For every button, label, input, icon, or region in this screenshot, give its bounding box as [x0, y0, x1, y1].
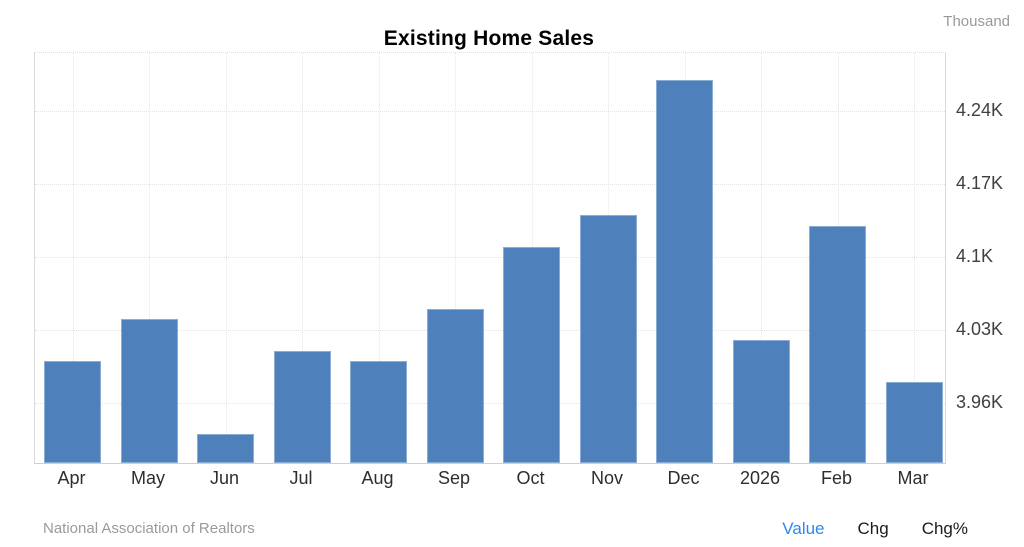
x-tick-label: Apr [57, 468, 86, 488]
plot-area [34, 52, 946, 464]
bar-dec[interactable] [656, 80, 713, 463]
x-tick-label: Oct [516, 468, 545, 488]
bar-feb[interactable] [809, 225, 866, 463]
y-axis-unit-label: Thousand [943, 13, 1010, 30]
bar-2026[interactable] [732, 340, 790, 463]
gridline-vertical [225, 53, 227, 463]
bar-may[interactable] [120, 319, 178, 463]
gridline-horizontal [35, 184, 945, 186]
mode-chg-button[interactable]: Chg [858, 517, 889, 541]
gridline-vertical [761, 53, 762, 463]
bar-apr[interactable] [44, 361, 101, 463]
bar-sep[interactable] [426, 309, 484, 463]
x-tick-label: Aug [361, 468, 394, 488]
x-tick-label: Dec [667, 468, 700, 488]
x-tick-label: Sep [437, 468, 471, 488]
gridline-horizontal [35, 111, 945, 113]
mode-chgpct-button[interactable]: Chg% [922, 517, 968, 541]
gridline-vertical [378, 53, 380, 463]
gridline-horizontal [35, 329, 945, 331]
x-tick-label: 2026 [739, 468, 781, 488]
bar-mar[interactable] [885, 381, 943, 463]
gridline-vertical [302, 53, 303, 463]
x-tick-label: Feb [820, 468, 853, 488]
chart-title: Existing Home Sales [383, 27, 595, 50]
y-tick-label: 4.03K [956, 318, 1004, 339]
bar-aug[interactable] [350, 361, 407, 463]
gridline-vertical [149, 53, 150, 463]
gridline-horizontal [35, 256, 945, 258]
gridline-vertical [914, 53, 915, 463]
gridline-vertical [455, 53, 456, 463]
y-tick-label: 4.17K [956, 173, 1004, 194]
y-tick-label: 3.96K [956, 391, 1004, 412]
x-tick-label: Jul [289, 468, 313, 488]
x-tick-label: May [130, 468, 165, 488]
bar-jul[interactable] [273, 350, 331, 463]
bar-oct[interactable] [503, 246, 560, 463]
x-tick-label: Nov [590, 468, 623, 488]
bar-jun[interactable] [197, 433, 254, 463]
mode-value-button[interactable]: Value [782, 517, 824, 541]
y-tick-label: 4.24K [956, 100, 1004, 121]
source-attribution: National Association of Realtors [43, 520, 255, 537]
x-tick-label: Jun [209, 468, 240, 488]
gridline-horizontal [35, 402, 945, 404]
bar-nov[interactable] [579, 215, 637, 463]
x-tick-label: Mar [897, 468, 929, 488]
chart-mode-switch: Value Chg Chg% [782, 517, 968, 541]
y-tick-label: 4.1K [956, 245, 994, 266]
gridline-vertical [72, 53, 74, 463]
